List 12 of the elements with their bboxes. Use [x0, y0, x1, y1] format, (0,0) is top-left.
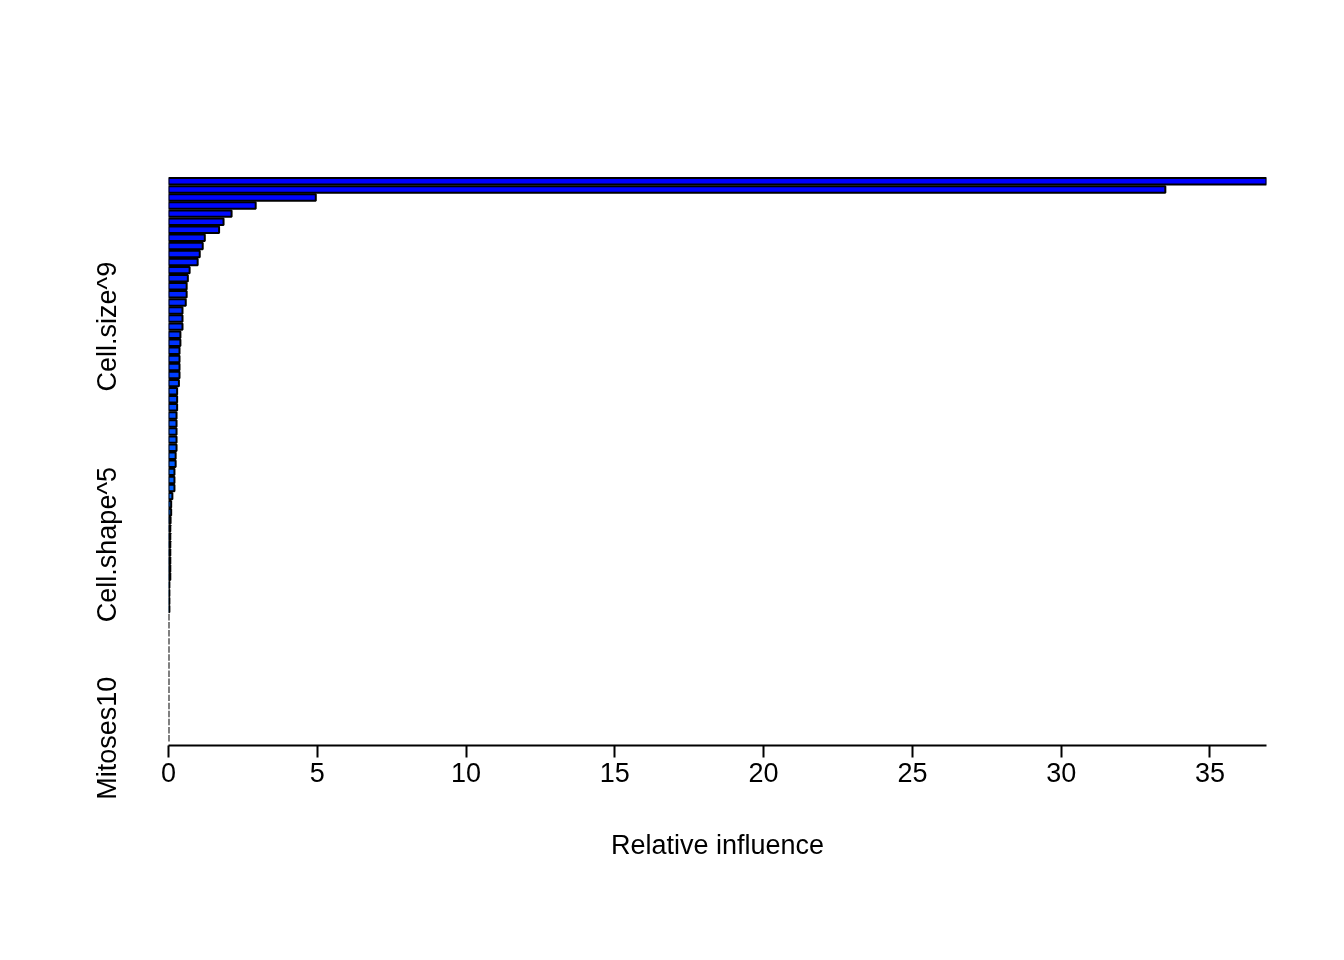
x-tick-label: 35	[1194, 757, 1225, 788]
x-tick-label: 25	[897, 757, 928, 788]
x-tick-label: 15	[599, 757, 630, 788]
y-tick-label: Mitoses10	[92, 676, 123, 800]
x-tick-label: 5	[309, 757, 325, 788]
x-tick-label: 0	[160, 757, 177, 788]
x-axis-title: Relative influence	[610, 829, 825, 860]
y-tick-label: Cell.size^9	[92, 261, 123, 392]
x-tick-label: 10	[451, 757, 482, 788]
x-tick-label: 20	[748, 757, 779, 788]
x-tick-label: 30	[1046, 757, 1077, 788]
y-tick-label: Cell.shape^5	[92, 466, 123, 623]
